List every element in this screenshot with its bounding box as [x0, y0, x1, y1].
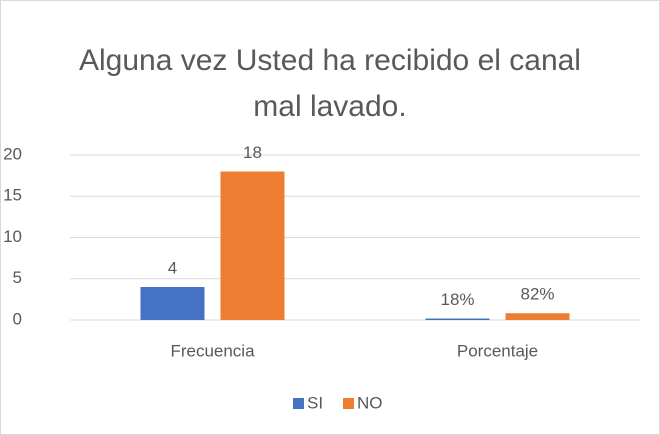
- legend-swatch: [343, 398, 354, 409]
- bar: [140, 287, 205, 320]
- y-tick-label: 20: [3, 144, 22, 163]
- bar: [220, 171, 285, 320]
- bar: [505, 313, 570, 320]
- data-label: 18: [243, 143, 262, 162]
- data-label: 82%: [520, 285, 554, 304]
- data-label: 18%: [440, 290, 474, 309]
- y-tick-label: 15: [3, 186, 22, 205]
- legend-label: NO: [357, 393, 383, 412]
- legend-label: SI: [307, 393, 323, 412]
- legend-swatch: [293, 398, 304, 409]
- data-label: 4: [168, 258, 177, 277]
- y-tick-label: 0: [13, 309, 22, 328]
- bar: [425, 318, 490, 320]
- x-tick-label: Frecuencia: [170, 341, 255, 360]
- x-tick-label: Porcentaje: [457, 341, 538, 360]
- chart-title: Alguna vez Usted ha recibido el canal ma…: [79, 44, 581, 123]
- y-tick-label: 5: [13, 268, 22, 287]
- y-tick-label: 10: [3, 227, 22, 246]
